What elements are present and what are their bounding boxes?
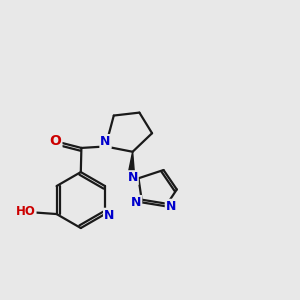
Polygon shape	[128, 152, 135, 177]
Text: N: N	[104, 209, 114, 222]
Text: O: O	[50, 134, 61, 148]
Text: N: N	[166, 200, 176, 213]
Text: N: N	[131, 196, 141, 209]
Text: N: N	[128, 171, 138, 184]
Text: N: N	[100, 135, 111, 148]
Text: HO: HO	[16, 205, 36, 218]
